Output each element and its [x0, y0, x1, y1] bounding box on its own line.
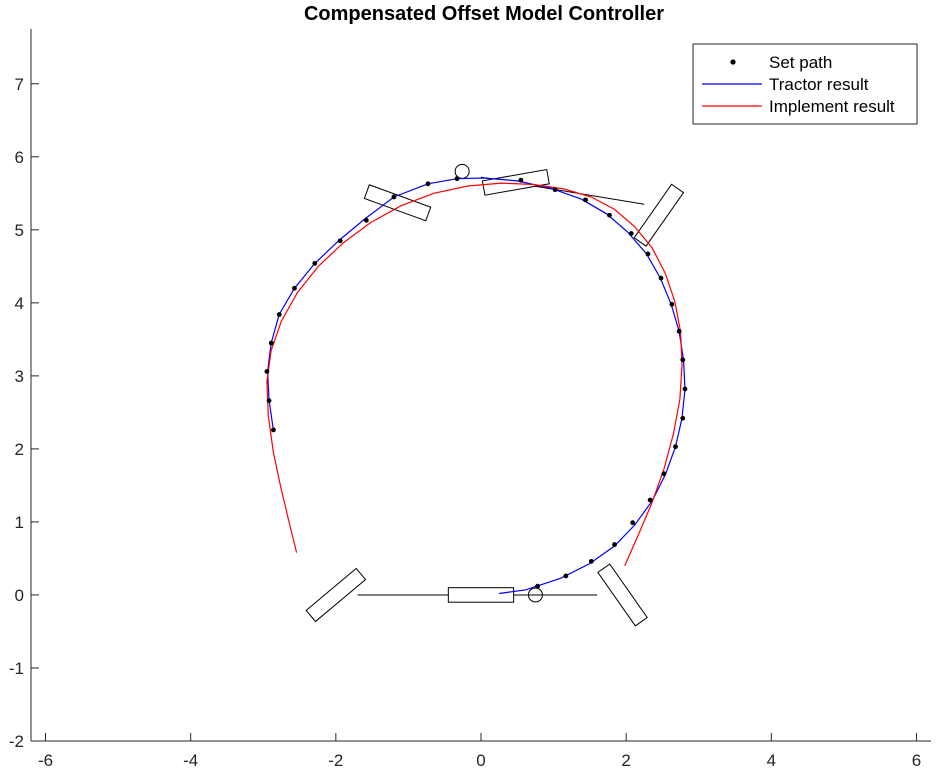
set-path-point [552, 187, 558, 193]
x-tick-label: -4 [183, 751, 198, 770]
set-path-point [661, 471, 667, 477]
set-path-point [673, 444, 678, 450]
set-path-point [563, 573, 569, 579]
hitch-point-circle [527, 587, 543, 603]
set-path-point [676, 328, 682, 334]
plot-series [264, 176, 688, 595]
implement-result-line [266, 182, 683, 566]
set-path-point [266, 398, 272, 404]
set-path-point [363, 217, 369, 223]
legend-label: Tractor result [769, 75, 869, 94]
x-tick-label: -2 [328, 751, 343, 770]
set-path-point [669, 301, 675, 307]
vehicle-rectangle [447, 587, 515, 603]
set-path-point [628, 231, 634, 236]
tractor-result-line [266, 177, 686, 595]
legend-label: Set path [769, 53, 832, 72]
vehicle-rectangle [363, 184, 432, 222]
set-path-point [271, 427, 276, 433]
x-tick-label: -6 [38, 751, 53, 770]
set-path-point [264, 369, 270, 374]
set-path-point [607, 212, 612, 218]
set-path-point [680, 357, 686, 363]
set-path-point [312, 261, 318, 266]
y-tick-label: 5 [15, 221, 24, 240]
set-path-point [680, 415, 686, 421]
x-tick-label: 6 [912, 751, 921, 770]
hitch-point-circle [454, 163, 470, 179]
legend: Set path Tractor result Implement result [692, 43, 918, 125]
set-path-point [292, 285, 297, 291]
y-tick-label: 2 [15, 440, 24, 459]
legend-marker-set-path [730, 59, 736, 65]
set-path-point [645, 251, 651, 257]
set-path-point [391, 194, 397, 200]
set-path-point [647, 497, 653, 503]
x-tick-label: 2 [621, 751, 630, 770]
set-path-point [535, 583, 541, 589]
set-path-point [276, 312, 282, 317]
y-tick-label: 7 [15, 75, 24, 94]
y-tick-label: 3 [15, 367, 24, 386]
set-path-point [658, 275, 664, 281]
chart-title: Compensated Offset Model Controller [304, 3, 664, 25]
set-path-point [588, 558, 594, 564]
vehicle-rectangle [305, 567, 367, 623]
x-tick-label: 4 [767, 751, 776, 770]
vehicle-rectangle [597, 563, 648, 627]
vehicle-rectangle [633, 183, 685, 247]
set-path-point [268, 340, 274, 346]
geometry-annotations [305, 163, 685, 627]
y-tick-label: 4 [15, 294, 24, 313]
x-tick-label: 0 [476, 751, 485, 770]
y-tick-label: -2 [9, 732, 24, 751]
y-tick-label: 6 [15, 148, 24, 167]
set-path-point [630, 520, 636, 526]
legend-label: Implement result [769, 97, 895, 116]
axes: -6 -4 -2 0 2 4 6 -2 -1 0 1 2 3 4 5 6 7 [9, 29, 931, 770]
set-path-point [682, 386, 688, 392]
set-path-point [518, 177, 524, 183]
vehicle-rectangle [481, 168, 550, 196]
set-path-point [337, 238, 343, 244]
set-path-point [425, 181, 431, 187]
set-path-point [454, 176, 460, 182]
y-tick-label: -1 [9, 659, 24, 678]
y-tick-label: 0 [15, 586, 24, 605]
y-tick-label: 1 [15, 513, 24, 532]
set-path-point [583, 197, 588, 203]
set-path-point [612, 542, 617, 547]
